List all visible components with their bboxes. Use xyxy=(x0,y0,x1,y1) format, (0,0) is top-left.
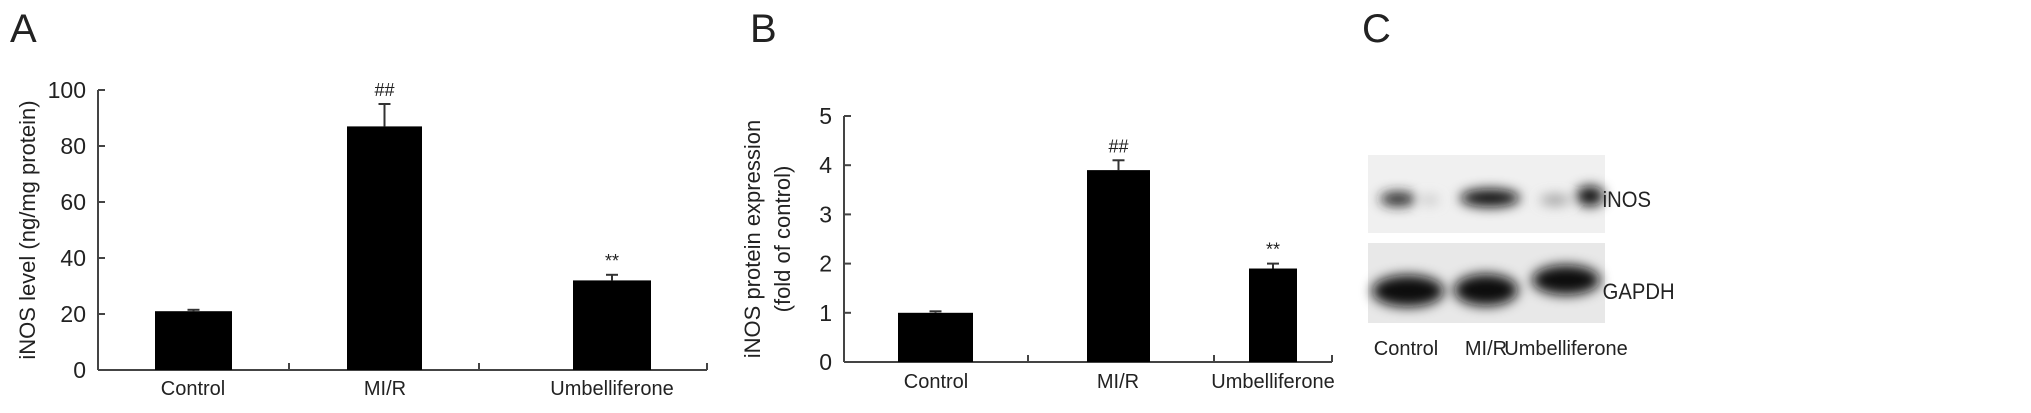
bar-umbelliferone xyxy=(573,280,651,370)
band-gapdh-control xyxy=(1372,275,1444,307)
bar-umbelliferone xyxy=(1249,268,1297,362)
chart-a: 0 20 40 60 80 100 Control ## MI/R ** Umbelliferone… xyxy=(15,77,708,400)
x-tick-label: Control xyxy=(161,378,225,400)
blot-lane-label-mir: MI/R xyxy=(1465,338,1507,360)
y-tick-label: 0 xyxy=(73,357,86,383)
significance-label: ** xyxy=(605,251,619,271)
y-axis-label: iNOS level (ng/mg protein) xyxy=(15,100,40,359)
y-axis-label: (fold of control) xyxy=(770,166,795,313)
blot-lane-label-control: Control xyxy=(1374,338,1438,360)
y-tick-label: 80 xyxy=(60,133,86,159)
y-tick-label: 100 xyxy=(48,77,86,103)
x-tick-label: MI/R xyxy=(364,378,406,400)
western-blot: iNOS GAPDH Control MI/R Umbelliferone xyxy=(1368,155,1675,360)
y-tick-label: 20 xyxy=(60,301,86,327)
blot-row-label-inos: iNOS xyxy=(1603,188,1651,212)
band-gapdh-umb xyxy=(1532,265,1600,295)
panel-label-b: B xyxy=(750,7,777,51)
bar-control xyxy=(155,311,232,370)
band-inos-umb xyxy=(1576,186,1604,206)
panel-label-a: A xyxy=(10,7,37,51)
y-tick-label: 4 xyxy=(819,152,832,178)
bar-mir xyxy=(347,126,422,371)
panel-label-c: C xyxy=(1362,7,1391,51)
y-tick-label: 1 xyxy=(819,300,832,326)
x-tick-label: Umbelliferone xyxy=(1211,371,1334,393)
x-tick-label: Control xyxy=(904,371,968,393)
band-inos-mir xyxy=(1460,189,1520,207)
y-axis-label: iNOS protein expression xyxy=(740,120,765,358)
blot-lane-label-umbelliferone: Umbelliferone xyxy=(1504,338,1627,360)
band-gapdh-mir xyxy=(1454,274,1518,306)
band-inos-control xyxy=(1380,192,1416,206)
x-tick-label: MI/R xyxy=(1097,371,1139,393)
band-inos-control-faint xyxy=(1422,196,1438,204)
y-tick-label: 40 xyxy=(60,245,86,271)
bar-control xyxy=(898,312,973,362)
y-tick-label: 3 xyxy=(819,201,832,227)
y-tick-label: 5 xyxy=(819,103,832,129)
y-tick-label: 60 xyxy=(60,189,86,215)
blot-bands xyxy=(1372,186,1604,307)
y-tick-label: 2 xyxy=(819,251,832,277)
significance-label: ## xyxy=(374,80,394,100)
bar-mir xyxy=(1087,170,1150,362)
band-inos-umb-faint xyxy=(1540,195,1570,205)
chart-b: 0 1 2 3 4 5 Control ## MI/R ** Umbelliferone iNOS p… xyxy=(740,103,1335,393)
significance-label: ## xyxy=(1108,136,1128,156)
blot-row-label-gapdh: GAPDH xyxy=(1603,280,1675,304)
significance-label: ** xyxy=(1266,240,1280,260)
y-tick-label: 0 xyxy=(819,349,832,375)
x-tick-label: Umbelliferone xyxy=(550,378,673,400)
